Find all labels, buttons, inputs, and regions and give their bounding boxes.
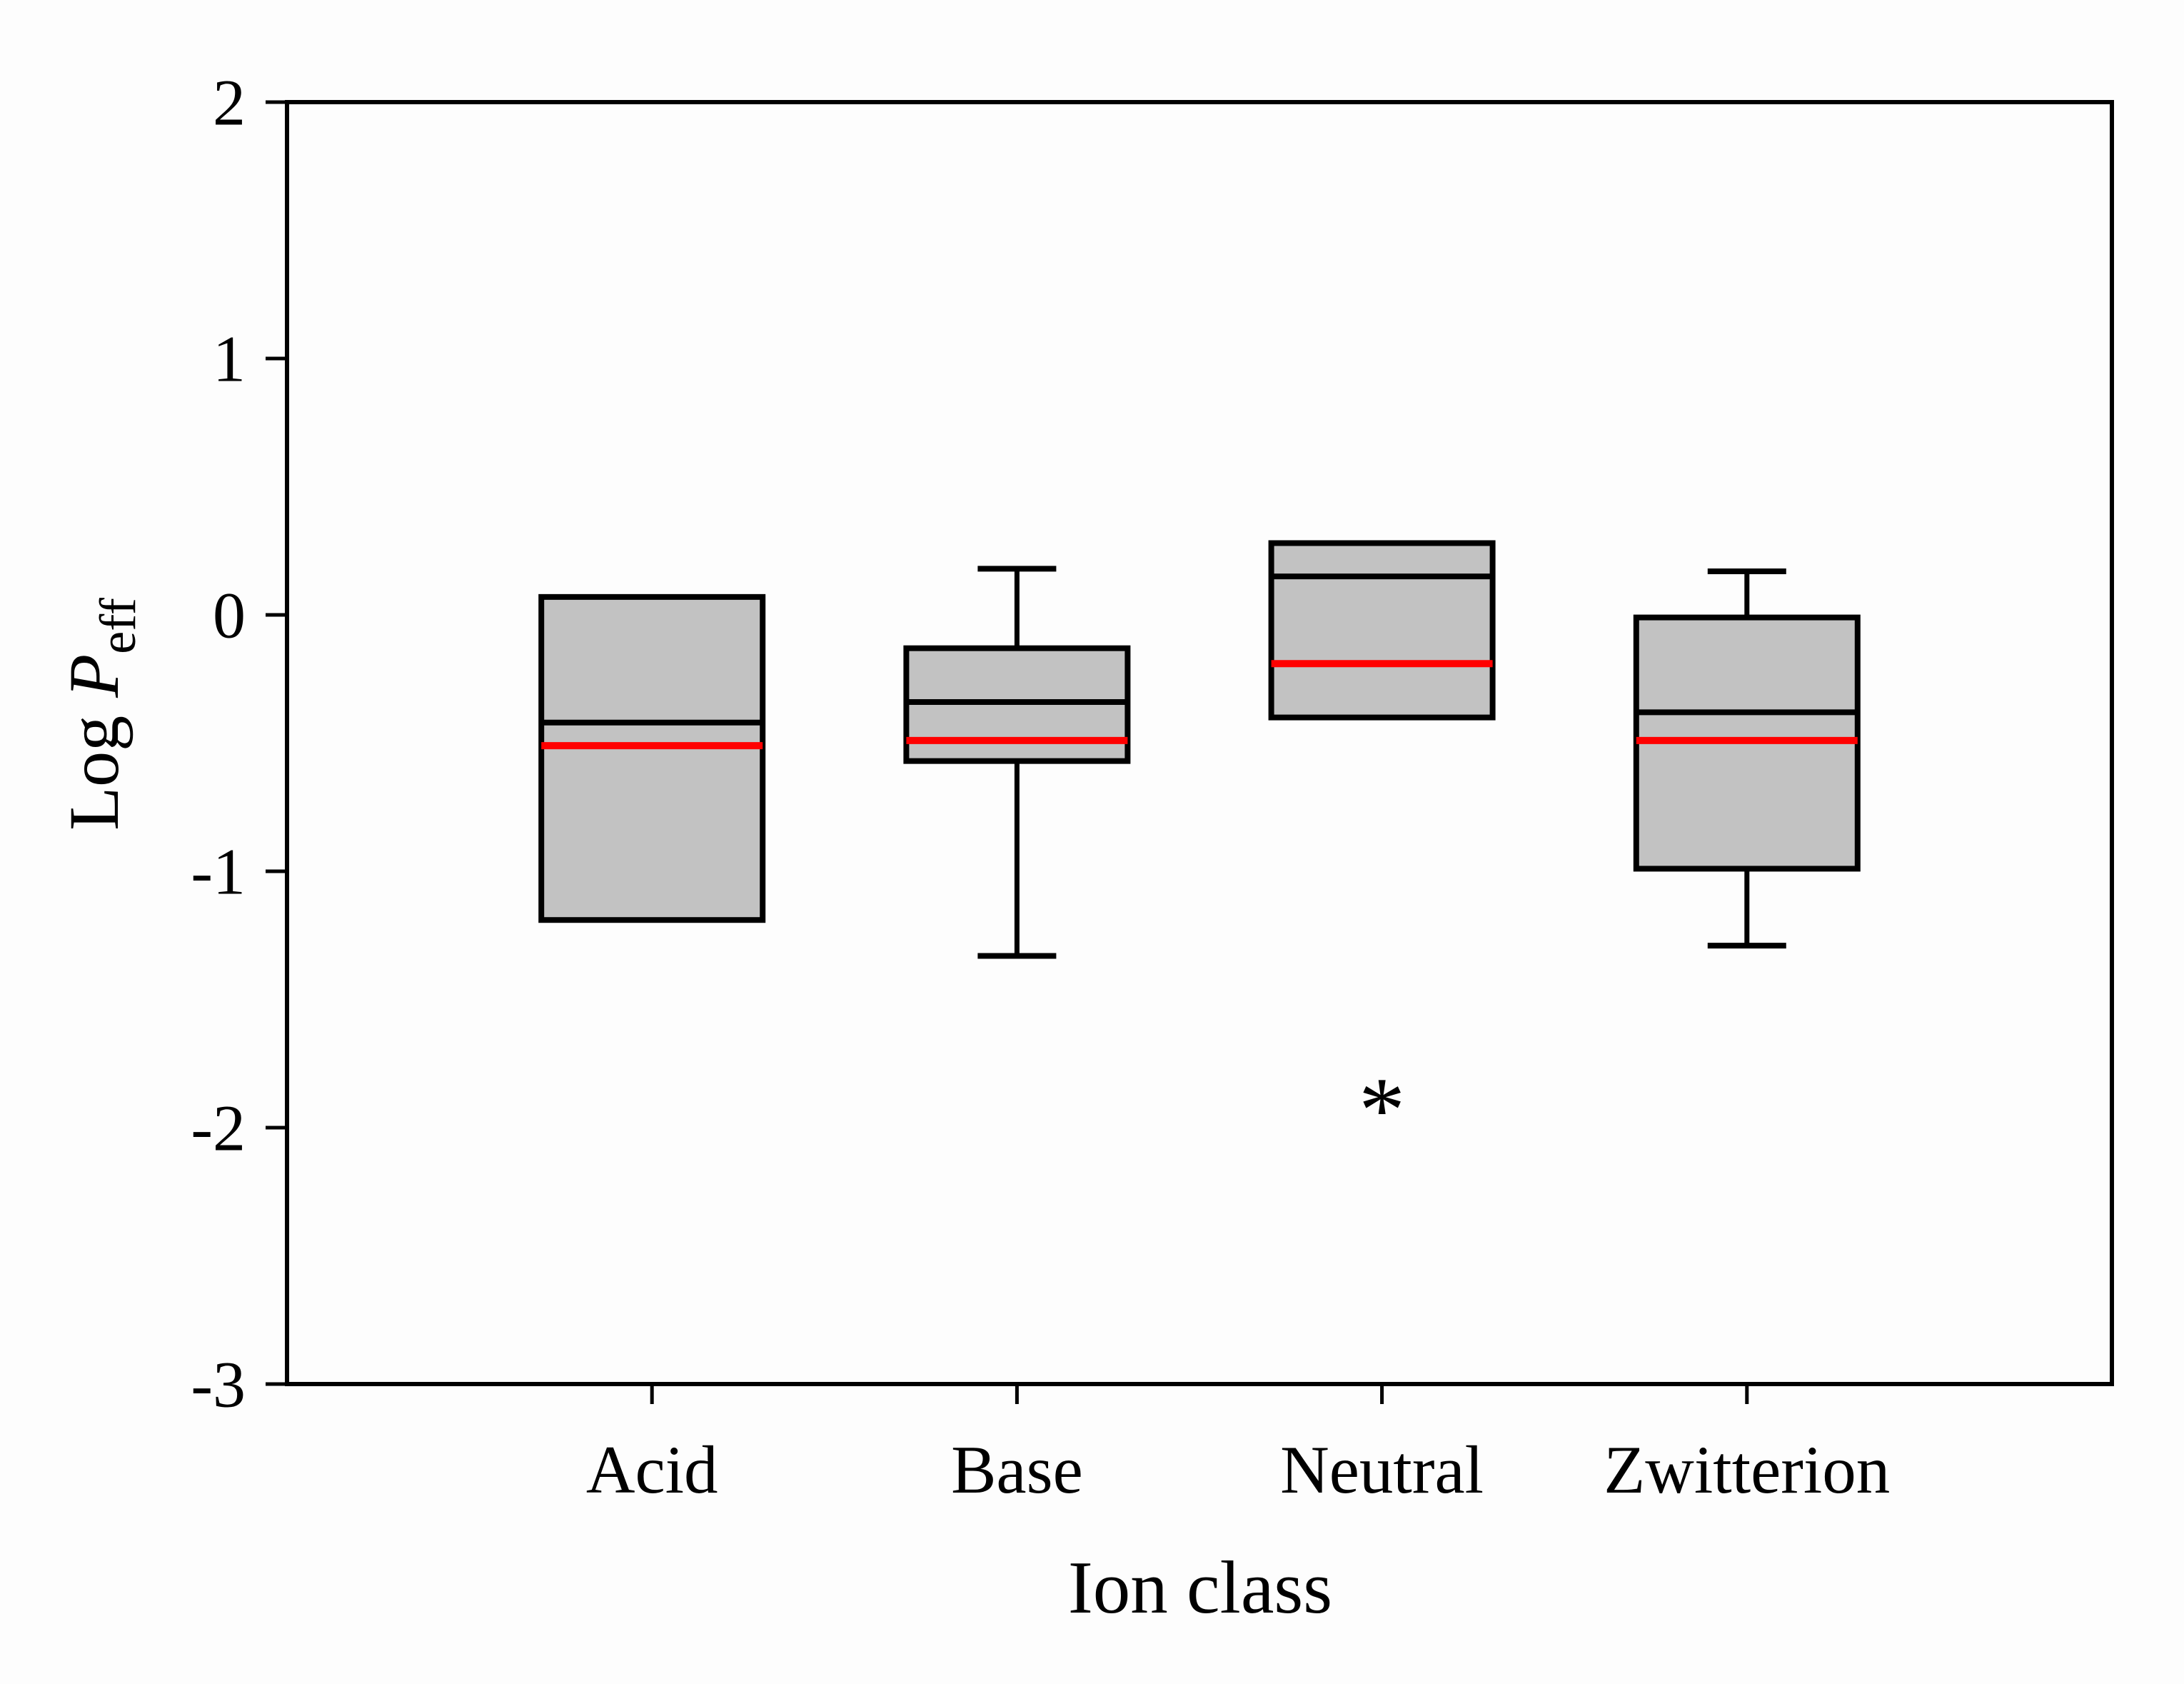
y-axis-title-prefix: Log	[54, 698, 134, 831]
y-axis-title-symbol: P	[54, 654, 134, 698]
x-category-label: Zwitterion	[1604, 1432, 1890, 1508]
plot-frame	[285, 100, 2114, 1386]
x-category-label: Base	[951, 1432, 1083, 1508]
y-tick-label: 1	[213, 322, 246, 395]
y-tick-label: 0	[213, 578, 246, 651]
x-axis-title: Ion class	[1068, 1545, 1332, 1629]
y-tick-label: 2	[213, 66, 246, 139]
plot-area: 2 1 0 -1 -2 -3 Acid Base * Neutral Zwitterion	[191, 66, 2114, 1508]
x-category-label: Acid	[586, 1432, 718, 1508]
y-axis-title-subscript: eff	[89, 598, 146, 654]
box-acid	[538, 593, 766, 923]
y-tick-label: -3	[191, 1348, 246, 1420]
y-tick-label: -1	[191, 835, 246, 908]
box-neutral	[1268, 540, 1496, 721]
y-axis-title: Log Peff	[54, 598, 146, 831]
y-tick-label: -2	[191, 1091, 246, 1164]
x-category-label: Neutral	[1280, 1432, 1484, 1508]
outlier-marker-neutral: *	[1359, 1059, 1405, 1162]
